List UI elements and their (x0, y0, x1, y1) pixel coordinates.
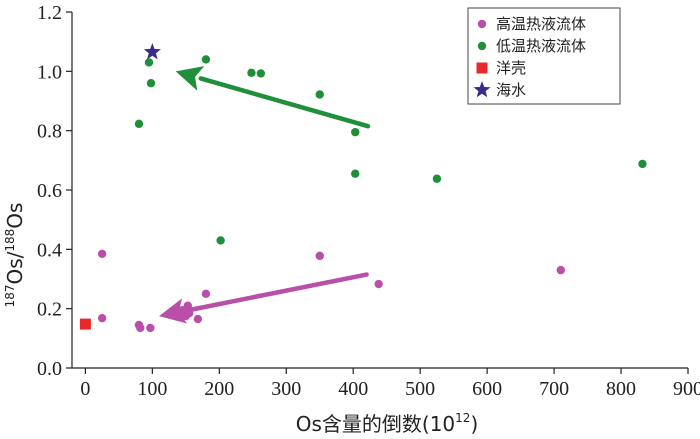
data-point (351, 127, 360, 137)
y-tick-label: 0.2 (37, 299, 62, 321)
data-point (184, 308, 194, 318)
y-tick-label: 1.0 (37, 61, 62, 83)
data-point (144, 58, 154, 67)
legend-entry: 海水 (473, 81, 526, 99)
data-point (432, 174, 442, 183)
ticks: 0 100 200 300 400 500 600 700 800 900 0.0 0.2 0.4 0.6… (37, 2, 700, 400)
data-point (247, 68, 256, 78)
legend-box (467, 7, 621, 105)
x-tick-label: 300 (271, 378, 301, 400)
y-tick-label: 1.2 (37, 2, 62, 24)
data-point (315, 90, 324, 99)
legend-label: 高温热液流体 (496, 15, 586, 33)
legend-swatch (476, 62, 488, 74)
legend-swatch (473, 81, 491, 98)
trend-arrow-shaft (182, 272, 369, 314)
data-point (97, 249, 107, 258)
y-tick-label: 0.8 (37, 121, 62, 143)
x-tick-label: 0 (80, 378, 90, 400)
data-point (183, 301, 193, 310)
legend-label: 洋壳 (496, 59, 526, 77)
data-point (638, 159, 647, 169)
x-tick-label: 200 (204, 378, 234, 400)
x-tick-label: 600 (472, 378, 502, 400)
series-square (79, 318, 91, 330)
trend-arrows (159, 66, 371, 324)
legend-swatch (477, 41, 487, 51)
legend-entry: 洋壳 (476, 59, 526, 77)
data-point (134, 119, 144, 129)
x-tick-label: 500 (405, 378, 435, 400)
x-tick-label: 100 (137, 378, 167, 400)
data-point (146, 79, 156, 88)
y-tick-label: 0.6 (37, 180, 62, 202)
series-star (143, 43, 161, 60)
trend-arrow-shaft (198, 76, 371, 129)
legend-entry: 高温热液流体 (477, 15, 586, 33)
trend-arrow (175, 66, 371, 129)
data-point (256, 69, 266, 78)
data-point (97, 313, 107, 323)
x-tick-label: 900 (673, 378, 700, 400)
data-point (193, 314, 203, 324)
y-tick-label: 0.4 (37, 239, 62, 261)
legend-swatch (477, 19, 487, 29)
trend-arrow-head (175, 66, 205, 91)
data-point (374, 279, 383, 289)
legend-label: 低温热液流体 (496, 37, 586, 55)
x-axis-title: Os含量的倒数(1012) (296, 411, 479, 436)
legend-entry: 低温热液流体 (477, 37, 586, 55)
data-point (315, 251, 324, 261)
data-point (136, 323, 145, 333)
data-point (351, 169, 360, 178)
y-axis-title: 187Os/188Os (3, 203, 27, 308)
data-point (556, 265, 565, 275)
series-circle (134, 55, 647, 245)
data-point (201, 289, 211, 299)
series-circle (97, 249, 565, 333)
data-point (146, 323, 155, 333)
x-tick-label: 700 (539, 378, 569, 400)
data-point (143, 43, 161, 60)
y-tick-label: 0.0 (37, 358, 62, 380)
x-tick-label: 800 (606, 378, 636, 400)
data-point (79, 318, 91, 330)
x-tick-label: 400 (338, 378, 368, 400)
data-point (201, 55, 211, 64)
data-points (79, 43, 647, 333)
legend-label: 海水 (496, 81, 526, 99)
data-point (216, 236, 225, 245)
